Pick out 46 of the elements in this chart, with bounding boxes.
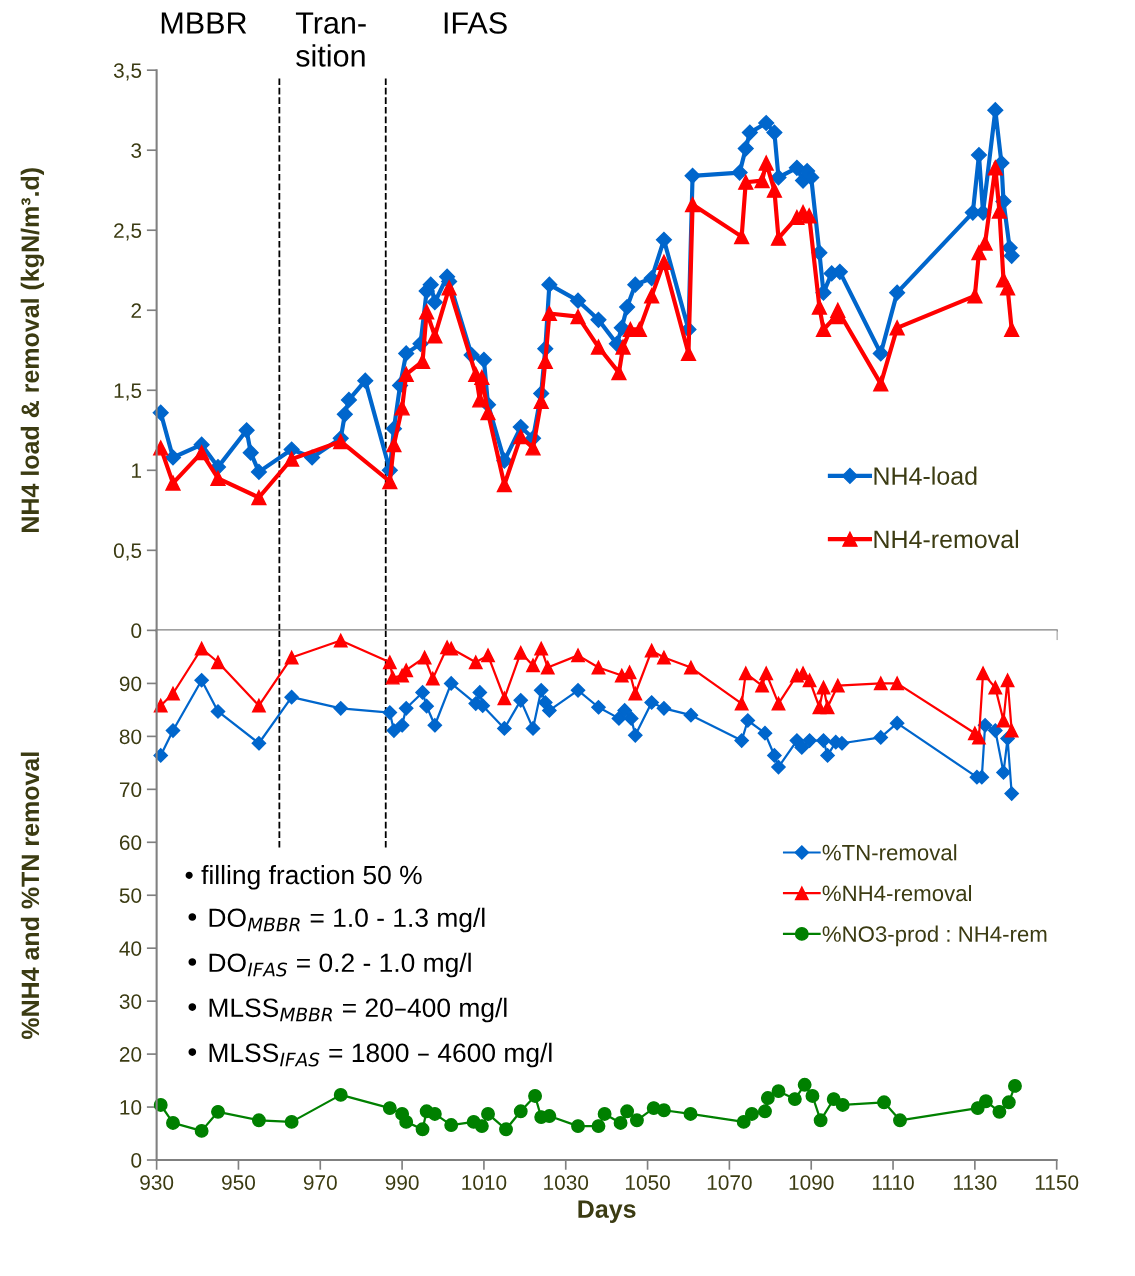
text: Tran- sition — [295, 12, 366, 67]
y-axis-title: NH4 load & removal (kgN/m³.d) — [20, 168, 45, 532]
y-tick-label: 60 — [119, 835, 142, 851]
y-tick-label: 90 — [119, 676, 142, 692]
x-tick-label: 1090 — [789, 1175, 834, 1190]
legend-label: NH4-load — [874, 466, 977, 485]
x-tick-label: 990 — [385, 1175, 419, 1190]
x-tick-label: 1050 — [625, 1175, 670, 1190]
legend-label: %TN-removal — [822, 844, 957, 861]
x-tick-label: 1130 — [954, 1175, 997, 1190]
legend-label: %NO3-prod : NH4-rem — [822, 925, 1047, 947]
y-tick-label: 1,5 — [114, 383, 142, 401]
y-tick-label: 3 — [131, 143, 142, 158]
x-tick-label: 1110 — [872, 1175, 914, 1190]
annotation: • DO$_{IFAS}$ = 0.2 - 1.0 mg/l — [188, 952, 471, 978]
legend-label: NH4-removal — [874, 529, 1019, 549]
y-tick-label: 50 — [119, 888, 142, 903]
x-tick-label: 1070 — [707, 1175, 752, 1190]
annotation: • MLSS$_{IFAS}$ = 1800 – 4600 mg/l — [188, 1042, 552, 1068]
legend-label: %NH4-removal — [822, 884, 971, 902]
y-tick-label: 80 — [119, 729, 142, 745]
x-axis-title: Days — [578, 1200, 636, 1223]
y-axis-title: %NH4 and %TN removal — [20, 752, 40, 1040]
x-tick-label: 970 — [303, 1175, 337, 1190]
y-tick-label: 40 — [119, 941, 142, 956]
y-tick-label: 1 — [132, 463, 142, 478]
x-tick-label: 1010 — [462, 1175, 507, 1190]
y-tick-label: 20 — [119, 1047, 142, 1062]
y-tick-label: 3,5 — [113, 63, 142, 81]
x-tick-label: 950 — [222, 1175, 256, 1190]
y-tick-label: 0,5 — [113, 543, 142, 561]
y-tick-label: 0 — [131, 1153, 142, 1168]
x-tick-label: 1030 — [544, 1175, 589, 1190]
y-tick-label: 30 — [119, 994, 142, 1009]
y-tick-label: 0 — [131, 623, 142, 639]
x-tick-label: 1150 — [1035, 1175, 1079, 1190]
y-tick-label: 10 — [120, 1100, 142, 1115]
x-tick-label: 930 — [140, 1175, 174, 1190]
annotation: • filling fraction 50 % — [185, 864, 422, 890]
annotation: • DO$_{MBBR}$ = 1.0 - 1.3 mg/l — [188, 907, 485, 933]
annotation: • MLSS$_{MBBR}$ = 20–400 mg/l — [188, 997, 507, 1023]
y-tick-label: 2,5 — [114, 223, 142, 241]
text: IFAS — [444, 12, 507, 34]
text: MBBR — [161, 12, 247, 34]
y-tick-label: 70 — [119, 782, 142, 798]
y-tick-label: 2 — [131, 303, 141, 318]
